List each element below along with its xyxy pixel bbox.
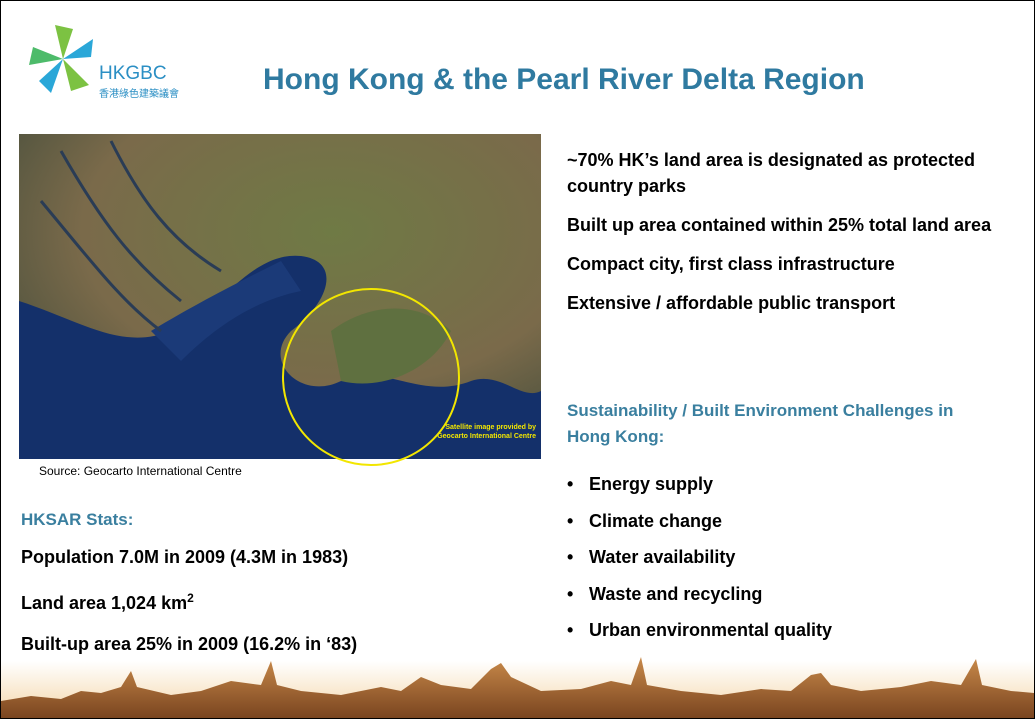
- stat-text: Built-up area 25% in 2009 (16.2% in ‘83): [21, 634, 357, 654]
- challenge-item: •Water availability: [567, 547, 832, 584]
- image-credit: Satellite image provided by: [445, 424, 536, 431]
- stats-heading: HKSAR Stats:: [21, 510, 133, 530]
- image-source: Source: Geocarto International Centre: [39, 464, 242, 478]
- challenge-item: •Waste and recycling: [567, 584, 832, 621]
- challenges-list: •Energy supply•Climate change•Water avai…: [567, 474, 832, 657]
- bullet: •: [567, 511, 589, 532]
- image-credit: Geocarto International Centre: [437, 433, 536, 440]
- challenge-text: Energy supply: [589, 474, 713, 494]
- bullet: •: [567, 584, 589, 605]
- slide-title: Hong Kong & the Pearl River Delta Region: [263, 63, 865, 97]
- logo-name: HKGBC: [99, 63, 167, 84]
- logo-subtitle: 香港綠色建築議會: [99, 87, 179, 100]
- stat-line: Population 7.0M in 2009 (4.3M in 1983): [21, 547, 357, 591]
- logo-mark: [29, 25, 93, 93]
- fact: Compact city, first class infrastructure: [567, 251, 1017, 277]
- facts: ~70% HK’s land area is designated as pro…: [567, 147, 1017, 329]
- satellite-image: Satellite image provided by Geocarto Int…: [19, 134, 541, 465]
- fact: Built up area contained within 25% total…: [567, 212, 1017, 238]
- stat-text: Land area 1,024 km: [21, 593, 187, 613]
- challenge-text: Waste and recycling: [589, 584, 762, 604]
- challenges-heading: Sustainability / Built Environment Chall…: [567, 398, 987, 450]
- bullet: •: [567, 474, 589, 495]
- stats-list: Population 7.0M in 2009 (4.3M in 1983) La…: [21, 547, 357, 678]
- challenge-item: •Urban environmental quality: [567, 620, 832, 657]
- stat-superscript: 2: [187, 591, 194, 605]
- fact: Extensive / affordable public transport: [567, 290, 1017, 316]
- challenge-text: Urban environmental quality: [589, 620, 832, 640]
- slide: HKGBC 香港綠色建築議會 Satellite image provided …: [0, 0, 1035, 719]
- stat-line: Built-up area 25% in 2009 (16.2% in ‘83): [21, 634, 357, 678]
- challenge-item: •Energy supply: [567, 474, 832, 511]
- stat-text: Population 7.0M in 2009 (4.3M in 1983): [21, 547, 348, 567]
- bullet: •: [567, 620, 589, 641]
- bullet: •: [567, 547, 589, 568]
- challenge-item: •Climate change: [567, 511, 832, 548]
- stat-line: Land area 1,024 km2: [21, 591, 357, 635]
- fact: ~70% HK’s land area is designated as pro…: [567, 147, 1017, 199]
- challenge-text: Climate change: [589, 511, 722, 531]
- challenge-text: Water availability: [589, 547, 735, 567]
